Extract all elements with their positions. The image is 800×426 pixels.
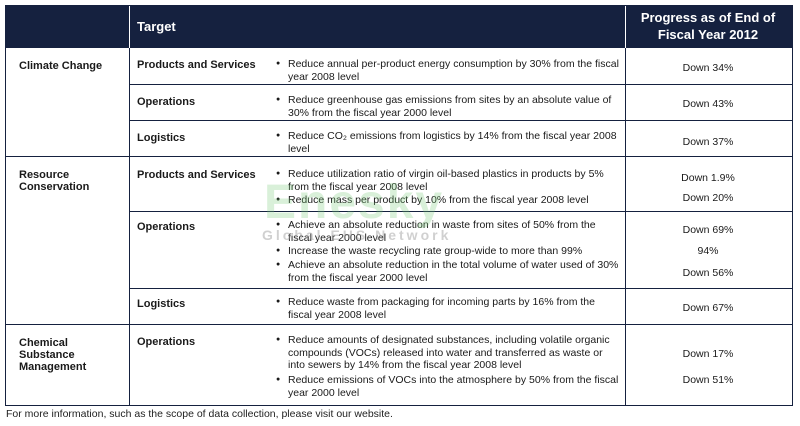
target-label: Operations — [137, 221, 196, 233]
targets-table: Target Progress as of End of Fiscal Year… — [5, 5, 793, 406]
target-label: Operations — [137, 336, 196, 348]
target-label: Products and Services — [137, 59, 256, 71]
table-header: Target Progress as of End of Fiscal Year… — [6, 6, 792, 48]
category-divider — [6, 156, 792, 157]
target-label: Logistics — [137, 132, 186, 144]
row-divider — [129, 84, 792, 85]
progress-value: Down 34% — [682, 62, 734, 74]
progress-value: Down 20% — [682, 192, 734, 204]
category-divider — [6, 324, 792, 325]
column-divider — [625, 48, 626, 405]
target-label: Operations — [137, 96, 196, 108]
target-bullet: Reduce greenhouse gas emissions from sit… — [276, 94, 621, 119]
progress-value: Down 17% — [682, 348, 734, 360]
target-label: Logistics — [137, 298, 186, 310]
header-progress: Progress as of End of Fiscal Year 2012 — [640, 10, 776, 42]
progress-value: Down 67% — [682, 302, 734, 314]
target-bullet: Reduce waste from packaging for incoming… — [276, 296, 621, 321]
category-climate-change: Climate Change — [19, 60, 103, 72]
footnote: For more information, such as the scope … — [6, 408, 393, 420]
progress-value: Down 56% — [682, 267, 734, 279]
target-bullet: Reduce emissions of VOCs into the atmosp… — [276, 374, 621, 399]
category-resource-conservation: Resource Conservation — [19, 169, 90, 193]
progress-value: Down 1.9% — [681, 172, 735, 184]
target-bullet: Achieve an absolute reduction in waste f… — [276, 219, 621, 244]
progress-value: Down 51% — [682, 374, 734, 386]
target-bullet: Achieve an absolute reduction in the tot… — [276, 259, 621, 284]
target-bullet: Increase the waste recycling rate group-… — [276, 245, 621, 258]
header-target: Target — [137, 19, 176, 34]
progress-value: 94% — [697, 245, 719, 257]
target-bullet: Reduce mass per product by 10% from the … — [276, 194, 621, 207]
target-label: Products and Services — [137, 169, 256, 181]
target-bullet: Reduce annual per-product energy consump… — [276, 58, 621, 83]
header-divider — [129, 6, 130, 48]
category-chemical-substance-management: Chemical Substance Management — [19, 337, 87, 373]
row-divider — [129, 288, 792, 289]
row-divider — [129, 211, 792, 212]
target-bullet: Reduce CO₂ emissions from logistics by 1… — [276, 130, 621, 155]
column-divider — [129, 48, 130, 405]
header-divider — [625, 6, 626, 48]
target-bullet: Reduce amounts of designated substances,… — [276, 334, 621, 372]
progress-value: Down 43% — [682, 98, 734, 110]
progress-value: Down 69% — [682, 224, 734, 236]
progress-value: Down 37% — [682, 136, 734, 148]
row-divider — [129, 120, 792, 121]
target-bullet: Reduce utilization ratio of virgin oil-b… — [276, 168, 621, 193]
